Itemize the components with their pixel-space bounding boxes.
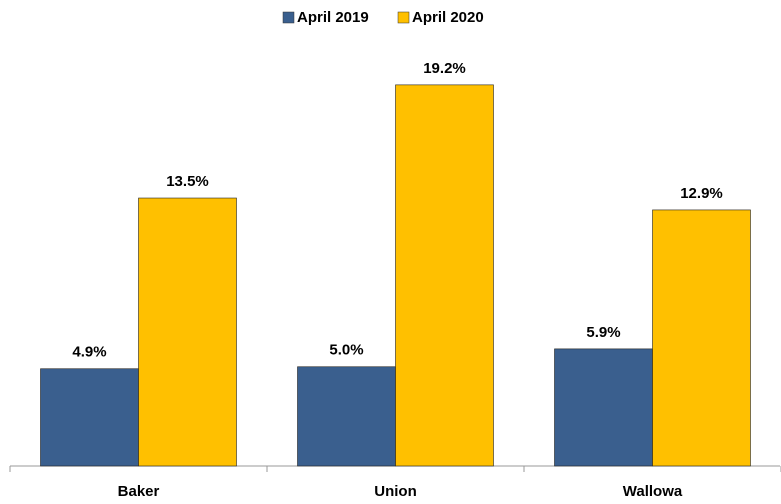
data-label: 5.9% xyxy=(586,324,620,341)
bar xyxy=(40,368,139,467)
data-label: 13.5% xyxy=(166,173,209,190)
legend-label: April 2020 xyxy=(412,9,484,26)
bar xyxy=(652,209,751,467)
bar xyxy=(554,348,653,467)
legend-label: April 2019 xyxy=(297,9,369,26)
bar xyxy=(138,197,237,467)
data-label: 5.0% xyxy=(329,342,363,359)
legend-swatch xyxy=(282,11,295,24)
legend-swatch xyxy=(397,11,410,24)
bar xyxy=(395,84,494,467)
data-label: 4.9% xyxy=(72,344,106,361)
x-tick-label: Union xyxy=(374,483,417,500)
x-tick-label: Baker xyxy=(118,483,160,500)
bar xyxy=(297,366,396,467)
x-tick-label: Wallowa xyxy=(623,483,683,500)
data-label: 12.9% xyxy=(680,185,723,202)
data-label: 19.2% xyxy=(423,60,466,77)
